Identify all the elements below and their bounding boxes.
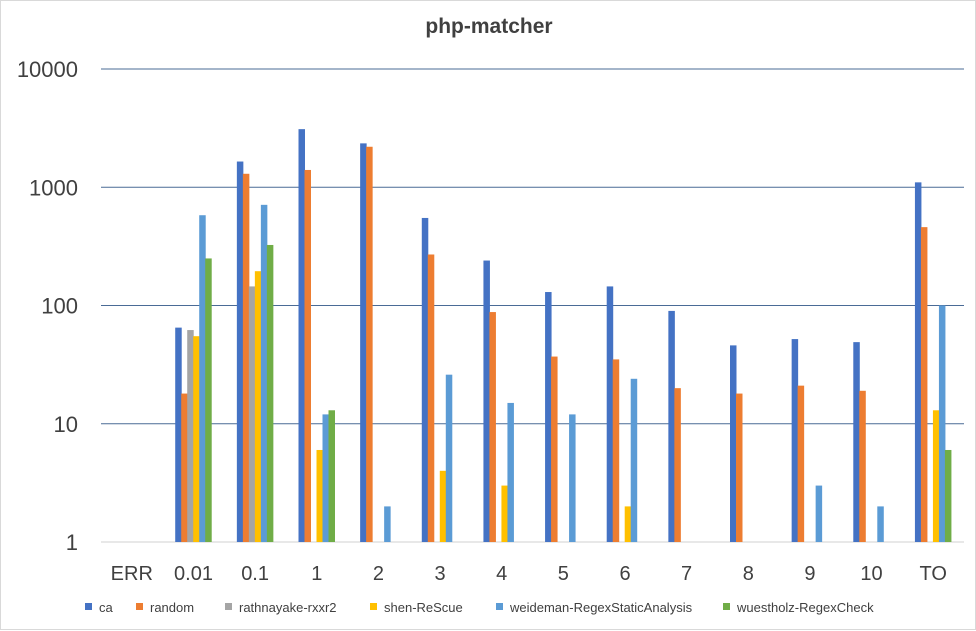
x-tick-label: 5 <box>558 563 569 585</box>
chart-title: php-matcher <box>425 15 553 38</box>
bar-random-9 <box>797 385 805 542</box>
bar-random-3 <box>427 254 435 543</box>
bar-shen-ReScue-TO <box>932 410 940 542</box>
x-tick-label: 4 <box>496 563 507 585</box>
bar-shen-ReScue-0.1 <box>254 271 262 542</box>
x-tick-label: TO <box>919 563 946 585</box>
bar-shen-ReScue-6 <box>624 506 632 542</box>
bar-wuestholz-RegexCheck-0.1 <box>266 244 274 542</box>
y-tick-label: 10000 <box>17 57 78 82</box>
bar-random-2 <box>366 146 373 542</box>
bar-ca-4 <box>483 260 490 542</box>
bar-shen-ReScue-1 <box>316 449 323 542</box>
bar-weideman-RegexStaticAnalysis-6 <box>630 378 638 542</box>
legend: ca random rathnayake-rxxr2 shen-ReScue weide… <box>85 600 874 615</box>
bar-random-7 <box>674 388 681 542</box>
bar-ca-TO <box>914 182 922 543</box>
bar-ca-0.1 <box>236 161 244 542</box>
y-tick-label: 1 <box>66 530 78 555</box>
legend-swatch-ca <box>85 603 92 610</box>
bar-random-0.01 <box>181 393 188 542</box>
bar-random-0.1 <box>242 173 250 542</box>
bar-shen-ReScue-4 <box>501 485 508 542</box>
bar-ca-5 <box>545 292 552 542</box>
y-tick-label: 10 <box>54 412 78 437</box>
legend-swatch-weideman-RegexStaticAnalysis <box>496 603 503 610</box>
bar-wuestholz-RegexCheck-1 <box>328 410 335 542</box>
bar-weideman-RegexStaticAnalysis-1 <box>322 414 329 542</box>
bar-wuestholz-RegexCheck-0.01 <box>205 258 212 542</box>
y-axis: 1 10 100 1000 10000 <box>17 57 78 555</box>
bars <box>175 129 952 543</box>
bar-random-TO <box>920 227 928 542</box>
x-tick-label: 9 <box>804 563 815 585</box>
bar-weideman-RegexStaticAnalysis-9 <box>815 485 823 542</box>
legend-label-wuestholz-RegexCheck: wuestholz-RegexCheck <box>736 600 874 615</box>
bar-random-5 <box>551 356 558 542</box>
bar-random-10 <box>859 390 866 542</box>
legend-swatch-rathnayake-rxxr2 <box>225 603 232 610</box>
legend-swatch-shen-ReScue <box>370 603 377 610</box>
bar-weideman-RegexStaticAnalysis-3 <box>445 374 453 542</box>
x-tick-label: 10 <box>860 563 882 585</box>
bar-weideman-RegexStaticAnalysis-0.1 <box>260 204 268 542</box>
legend-label-weideman-RegexStaticAnalysis: weideman-RegexStaticAnalysis <box>509 600 693 615</box>
bar-shen-ReScue-0.01 <box>193 336 200 542</box>
x-tick-label: 3 <box>434 563 445 585</box>
x-axis: ERR 0.01 0.1 1 2 3 4 5 6 7 8 9 10 TO <box>111 563 947 585</box>
x-tick-label: ERR <box>111 563 153 585</box>
bar-ca-1 <box>298 129 305 542</box>
bar-ca-10 <box>853 342 860 542</box>
bar-ca-6 <box>606 286 614 542</box>
bar-ca-9 <box>791 339 799 542</box>
bar-ca-3 <box>421 217 429 542</box>
y-tick-label: 1000 <box>29 175 78 200</box>
bar-random-6 <box>612 359 620 542</box>
legend-label-rathnayake-rxxr2: rathnayake-rxxr2 <box>239 600 337 615</box>
bar-wuestholz-RegexCheck-TO <box>944 449 952 542</box>
bar-ca-8 <box>730 345 737 542</box>
bar-random-8 <box>736 393 743 542</box>
bar-random-4 <box>489 312 496 542</box>
x-tick-label: 6 <box>619 563 630 585</box>
bar-weideman-RegexStaticAnalysis-2 <box>384 506 391 542</box>
x-tick-label: 1 <box>311 563 322 585</box>
bar-weideman-RegexStaticAnalysis-4 <box>507 402 514 542</box>
bar-weideman-RegexStaticAnalysis-10 <box>877 506 884 542</box>
x-tick-label: 0.01 <box>174 563 213 585</box>
x-tick-label: 7 <box>681 563 692 585</box>
bar-shen-ReScue-3 <box>439 470 447 542</box>
bar-random-1 <box>304 169 311 542</box>
bar-ca-2 <box>360 143 367 542</box>
bar-ca-7 <box>668 310 675 542</box>
x-tick-label: 8 <box>743 563 754 585</box>
legend-label-ca: ca <box>99 600 114 615</box>
bar-ca-0.01 <box>175 327 182 542</box>
legend-swatch-wuestholz-RegexCheck <box>723 603 730 610</box>
bar-rathnayake-rxxr2-0.1 <box>248 286 256 542</box>
bar-weideman-RegexStaticAnalysis-5 <box>569 414 576 542</box>
bar-weideman-RegexStaticAnalysis-0.01 <box>199 215 206 542</box>
x-tick-label: 2 <box>373 563 384 585</box>
x-tick-label: 0.1 <box>241 563 269 585</box>
y-tick-label: 100 <box>41 294 78 319</box>
bar-weideman-RegexStaticAnalysis-TO <box>938 305 946 542</box>
legend-swatch-random <box>136 603 143 610</box>
legend-label-shen-ReScue: shen-ReScue <box>384 600 463 615</box>
gridlines <box>101 68 964 543</box>
bar-rathnayake-rxxr2-0.01 <box>187 330 194 542</box>
legend-label-random: random <box>150 600 194 615</box>
